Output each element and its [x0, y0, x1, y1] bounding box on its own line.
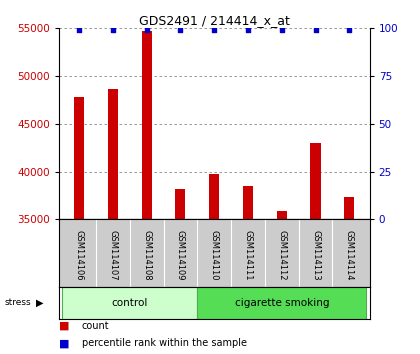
- Bar: [310, 143, 320, 219]
- Point: [346, 27, 353, 33]
- Text: GSM114112: GSM114112: [277, 229, 286, 280]
- Bar: [197, 287, 366, 319]
- Bar: [176, 189, 186, 219]
- Bar: [243, 186, 253, 219]
- Text: ■: ■: [59, 338, 69, 348]
- Bar: [344, 196, 354, 219]
- Text: cigarette smoking: cigarette smoking: [234, 298, 329, 308]
- Text: ▶: ▶: [36, 298, 43, 308]
- Text: stress: stress: [4, 298, 31, 307]
- Title: GDS2491 / 214414_x_at: GDS2491 / 214414_x_at: [139, 14, 290, 27]
- Bar: [277, 211, 287, 219]
- Bar: [209, 173, 219, 219]
- Point: [244, 27, 251, 33]
- Text: GSM114113: GSM114113: [311, 229, 320, 280]
- Bar: [62, 287, 197, 319]
- Point: [143, 27, 150, 33]
- Text: percentile rank within the sample: percentile rank within the sample: [82, 338, 247, 348]
- Bar: [142, 31, 152, 219]
- Point: [211, 27, 218, 33]
- Text: GSM114110: GSM114110: [210, 229, 219, 280]
- Text: GSM114106: GSM114106: [75, 229, 84, 280]
- Bar: [74, 97, 84, 219]
- Text: GSM114111: GSM114111: [244, 229, 252, 280]
- Point: [76, 27, 82, 33]
- Text: GSM114108: GSM114108: [142, 229, 151, 280]
- Point: [177, 27, 184, 33]
- Point: [110, 27, 116, 33]
- Point: [278, 27, 285, 33]
- Text: control: control: [112, 298, 148, 308]
- Text: GSM114107: GSM114107: [108, 229, 117, 280]
- Text: GSM114114: GSM114114: [345, 229, 354, 280]
- Text: ■: ■: [59, 321, 69, 331]
- Text: count: count: [82, 321, 110, 331]
- Bar: [108, 90, 118, 219]
- Point: [312, 27, 319, 33]
- Text: GSM114109: GSM114109: [176, 229, 185, 280]
